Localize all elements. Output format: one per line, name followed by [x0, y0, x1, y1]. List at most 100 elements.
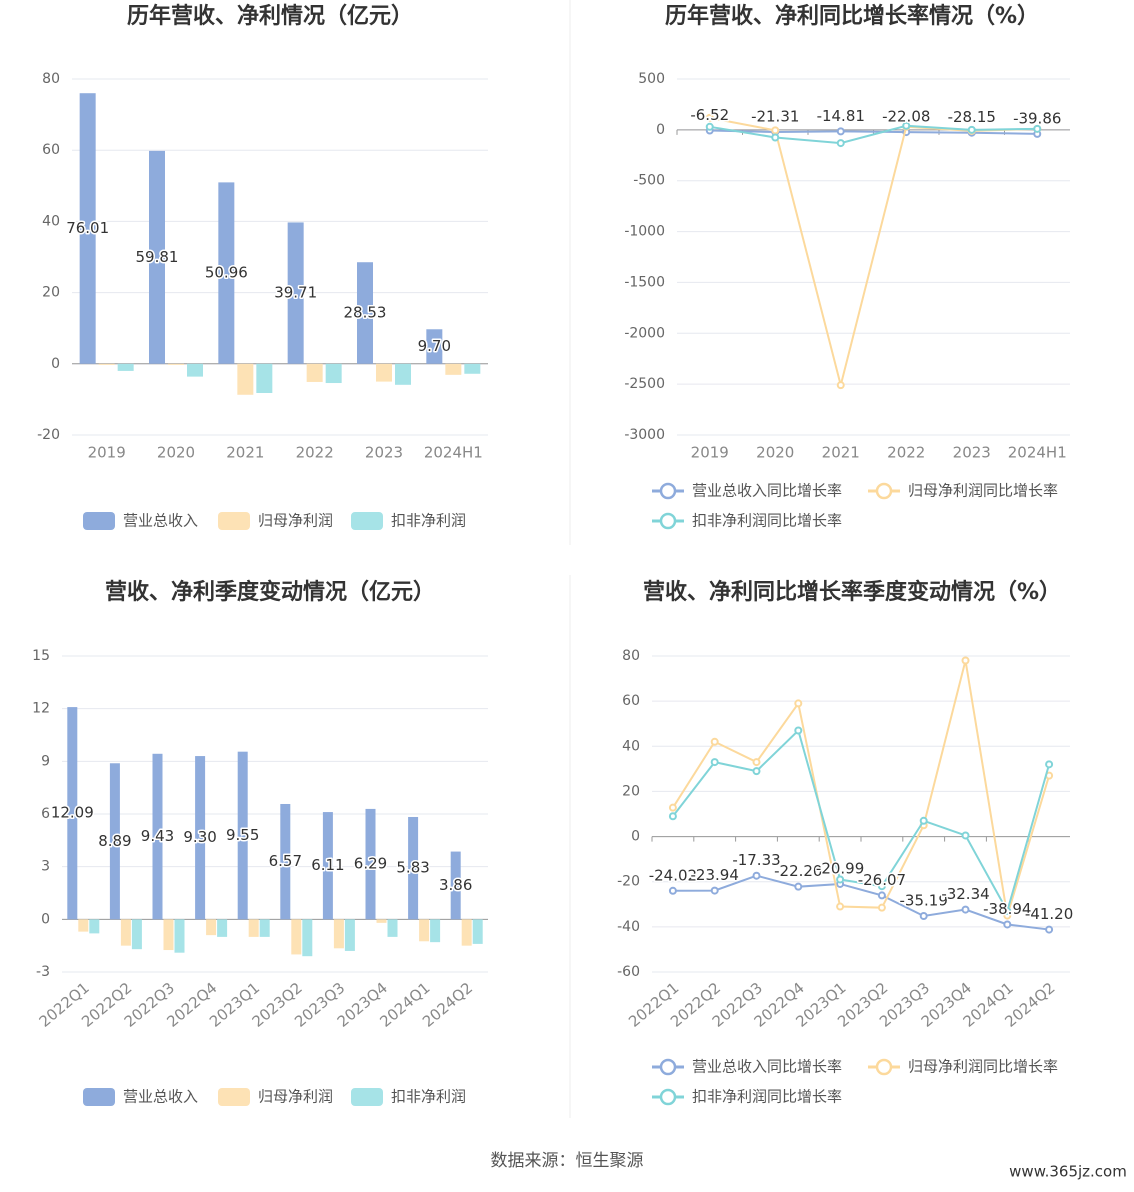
value-label: -20.99: [816, 859, 864, 877]
value-label: -28.15: [948, 108, 996, 126]
y-tick-label: -20: [617, 874, 640, 890]
bar: [461, 919, 472, 946]
bar: [131, 919, 142, 950]
bar: [387, 919, 398, 937]
y-tick-label: 40: [42, 213, 60, 229]
y-tick-label: 15: [32, 648, 50, 664]
value-label: -24.02: [649, 866, 697, 884]
bar: [419, 919, 430, 942]
y-tick-label: -40: [617, 919, 640, 935]
x-tick-label: 2022: [887, 444, 925, 462]
bar: [280, 803, 291, 920]
point: [836, 875, 845, 884]
point: [794, 699, 803, 708]
line: [672, 660, 1051, 916]
value-label: 6.11: [311, 856, 344, 874]
value-label: -14.81: [817, 107, 865, 125]
y-tick-label: 80: [42, 71, 60, 87]
x-tick-label: 2024H1: [424, 444, 483, 462]
chart-title: 营收、净利同比增长率季度变动情况（%）: [643, 579, 1061, 605]
legend-swatch: [659, 1088, 677, 1106]
y-tick-label: 12: [32, 701, 50, 717]
y-tick-label: -500: [633, 173, 665, 189]
y-tick-label: -2000: [624, 325, 665, 341]
y-tick-label: -20: [37, 427, 60, 443]
y-tick-label: 0: [656, 122, 665, 138]
bar: [325, 363, 342, 384]
point: [919, 912, 928, 921]
bar: [344, 919, 355, 951]
value-label: 9.43: [141, 827, 174, 845]
value-label: 59.81: [136, 248, 179, 266]
bar: [450, 851, 461, 920]
point: [668, 803, 677, 812]
bar: [78, 919, 89, 932]
value-label: -6.52: [690, 106, 729, 124]
value-label: -35.19: [900, 892, 948, 910]
value-label: 28.53: [344, 304, 387, 322]
value-label: 39.71: [274, 284, 317, 302]
value-label: 5.83: [396, 859, 429, 877]
point: [902, 121, 911, 130]
legend-swatch: [83, 512, 115, 530]
point: [668, 812, 677, 821]
legend-swatch: [351, 1088, 383, 1106]
point: [752, 767, 761, 776]
bar: [287, 222, 304, 364]
bar: [109, 763, 120, 920]
legend-label: 营业总收入: [123, 1088, 198, 1106]
bar: [464, 363, 481, 374]
legend-swatch: [351, 512, 383, 530]
bar: [149, 150, 165, 364]
bar: [291, 919, 302, 955]
point: [836, 902, 845, 911]
bar: [333, 919, 344, 949]
value-label: -21.31: [751, 108, 799, 126]
x-tick-label: 2020: [157, 444, 195, 462]
legend-swatch: [659, 1058, 677, 1076]
point: [919, 816, 928, 825]
y-tick-label: 9: [41, 753, 50, 769]
point: [836, 381, 845, 390]
legend-swatch: [659, 482, 677, 500]
bar: [259, 919, 270, 937]
value-label: 9.70: [418, 337, 451, 355]
point: [961, 831, 970, 840]
value-label: 3.86: [439, 876, 472, 894]
legend-swatch: [218, 512, 250, 530]
point: [710, 758, 719, 767]
point: [668, 886, 677, 895]
x-tick-label: 2019: [691, 444, 729, 462]
point: [710, 737, 719, 746]
bar: [322, 812, 333, 920]
bar: [67, 707, 78, 920]
value-label: -22.08: [882, 108, 930, 126]
bar: [376, 919, 387, 923]
legend-label: 扣非净利润: [391, 512, 466, 530]
bar: [206, 919, 217, 936]
line: [709, 116, 1038, 386]
value-label: 9.30: [183, 828, 216, 846]
point: [705, 122, 714, 131]
point: [1045, 760, 1054, 769]
source: 数据来源：恒生聚源: [491, 1151, 644, 1171]
bar: [89, 919, 100, 934]
legend-label: 归母净利润同比增长率: [908, 1058, 1058, 1076]
bar: [152, 753, 163, 920]
y-tick-label: -3: [36, 964, 50, 980]
y-tick-label: 3: [41, 859, 50, 875]
bar: [306, 363, 323, 382]
bar: [98, 363, 115, 365]
y-tick-label: 60: [622, 693, 640, 709]
y-tick-label: 40: [622, 738, 640, 754]
bar: [395, 363, 411, 385]
value-label: -17.33: [732, 851, 780, 869]
legend-swatch: [875, 1058, 893, 1076]
y-tick-label: -3000: [624, 427, 665, 443]
value-label: -22.20: [774, 862, 822, 880]
point: [752, 758, 761, 767]
y-tick-label: 60: [42, 142, 60, 158]
point: [1045, 925, 1054, 934]
legend-label: 归母净利润: [258, 1088, 333, 1106]
